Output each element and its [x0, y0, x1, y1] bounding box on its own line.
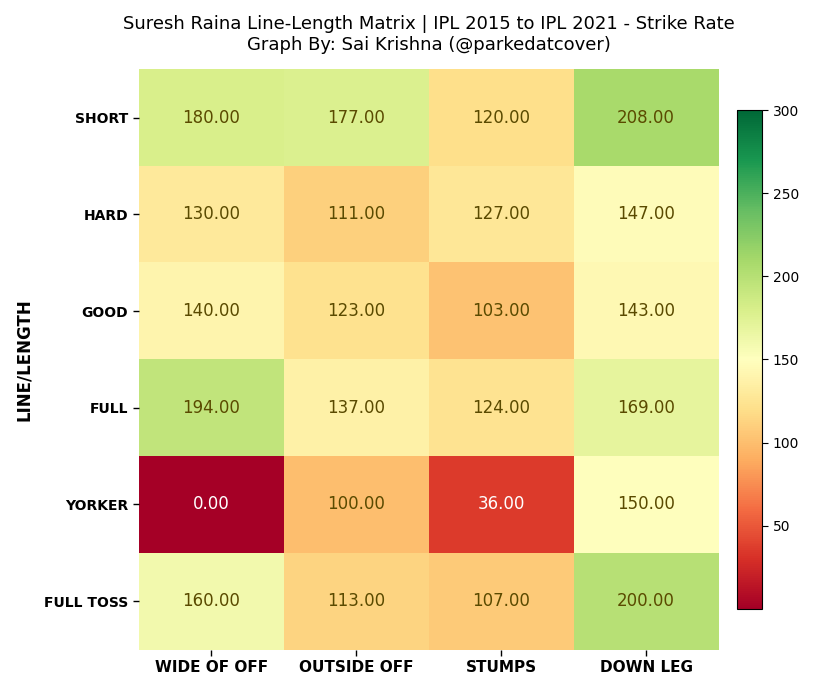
Text: 147.00: 147.00	[617, 206, 675, 224]
Text: 111.00: 111.00	[327, 206, 385, 224]
Text: 208.00: 208.00	[617, 108, 675, 126]
Text: 150.00: 150.00	[617, 495, 675, 513]
Text: 180.00: 180.00	[182, 108, 240, 126]
Text: 123.00: 123.00	[327, 302, 385, 320]
Text: 160.00: 160.00	[182, 592, 240, 610]
Text: 124.00: 124.00	[472, 399, 530, 417]
Text: 169.00: 169.00	[617, 399, 675, 417]
Text: 177.00: 177.00	[327, 108, 385, 126]
Text: 194.00: 194.00	[182, 399, 240, 417]
Text: 140.00: 140.00	[182, 302, 240, 320]
Text: 130.00: 130.00	[182, 206, 240, 224]
Text: 143.00: 143.00	[617, 302, 675, 320]
Text: 107.00: 107.00	[472, 592, 530, 610]
Text: 120.00: 120.00	[472, 108, 530, 126]
Text: 127.00: 127.00	[472, 206, 530, 224]
Text: 0.00: 0.00	[193, 495, 230, 513]
Text: 113.00: 113.00	[327, 592, 385, 610]
Title: Suresh Raina Line-Length Matrix | IPL 2015 to IPL 2021 - Strike Rate
Graph By: S: Suresh Raina Line-Length Matrix | IPL 20…	[123, 15, 734, 54]
Text: 137.00: 137.00	[327, 399, 385, 417]
Text: 200.00: 200.00	[617, 592, 675, 610]
Text: 36.00: 36.00	[478, 495, 525, 513]
Y-axis label: LINE/LENGTH: LINE/LENGTH	[15, 298, 33, 421]
Text: 103.00: 103.00	[472, 302, 530, 320]
Text: 100.00: 100.00	[327, 495, 385, 513]
